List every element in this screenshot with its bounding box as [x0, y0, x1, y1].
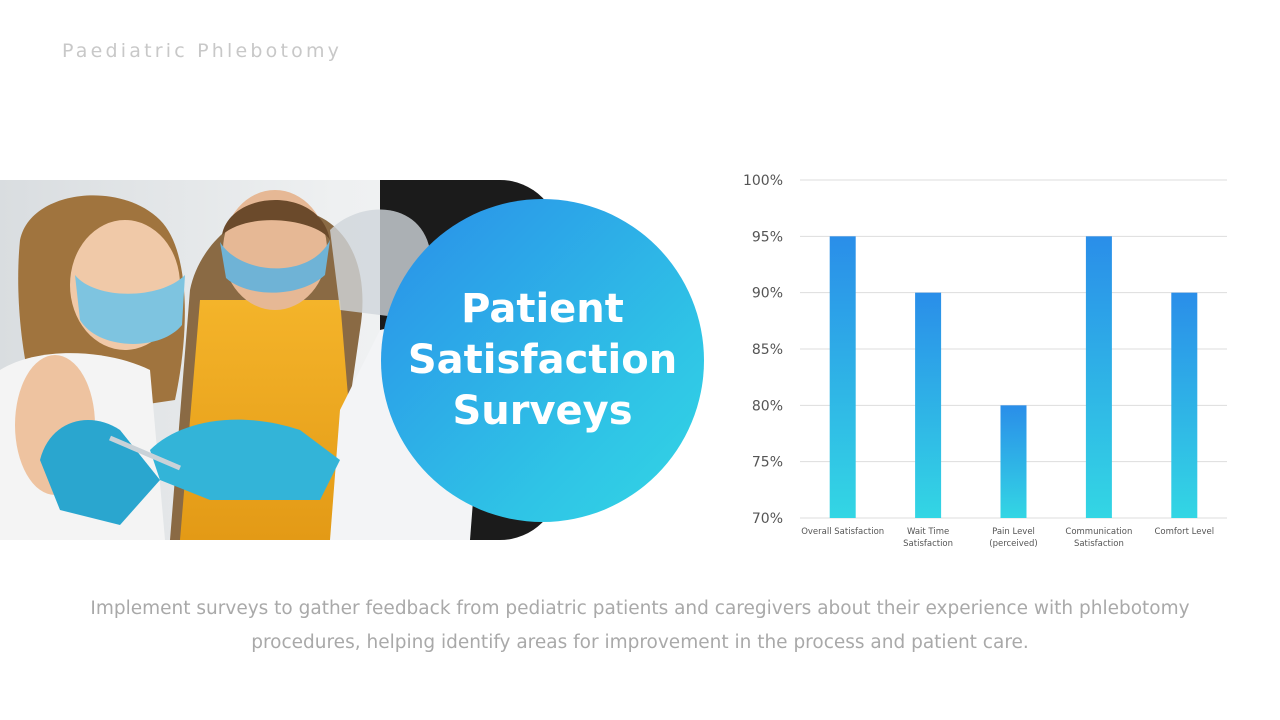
title-line-2: Satisfaction [407, 337, 678, 383]
bar [1085, 236, 1112, 518]
y-tick-label: 80% [752, 398, 783, 414]
y-tick-label: 90% [752, 286, 783, 302]
x-tick-label: Wait Time [907, 527, 949, 537]
title-circle: Patient Satisfaction Surveys [381, 199, 704, 522]
slide-title: Patient Satisfaction Surveys [408, 284, 677, 437]
title-line-3: Surveys [452, 388, 633, 434]
x-tick-label: Pain Level [992, 527, 1035, 537]
caption-line-2: procedures, helping identify areas for i… [251, 632, 1029, 653]
chart-canvas: 70% 75% 80% 85% 90% 95% 100% Overall Satisfact… [743, 173, 1227, 549]
y-tick-label: 100% [743, 173, 783, 189]
x-tick-label: (perceived) [989, 539, 1038, 549]
x-tick-label: Communication [1065, 527, 1132, 537]
caption-line-1: Implement surveys to gather feedback fro… [90, 598, 1190, 619]
y-tick-label: 85% [752, 342, 783, 358]
bar [1171, 292, 1198, 518]
x-tick-label: Overall Satisfaction [801, 527, 884, 537]
y-tick-label: 70% [752, 511, 783, 527]
bar [915, 292, 942, 518]
slide-caption: Implement surveys to gather feedback fro… [60, 592, 1220, 660]
bar [1000, 405, 1027, 518]
x-tick-label: Comfort Level [1155, 527, 1215, 537]
title-line-1: Patient [461, 286, 624, 332]
satisfaction-bar-chart: 70% 75% 80% 85% 90% 95% 100% Overall Satisfact… [730, 160, 1240, 560]
x-tick-label: Satisfaction [903, 539, 953, 549]
x-tick-label: Satisfaction [1074, 539, 1124, 549]
y-tick-label: 95% [752, 229, 783, 245]
y-tick-label: 75% [752, 455, 783, 471]
bar [829, 236, 856, 518]
slide-header: Paediatric Phlebotomy [62, 40, 343, 62]
